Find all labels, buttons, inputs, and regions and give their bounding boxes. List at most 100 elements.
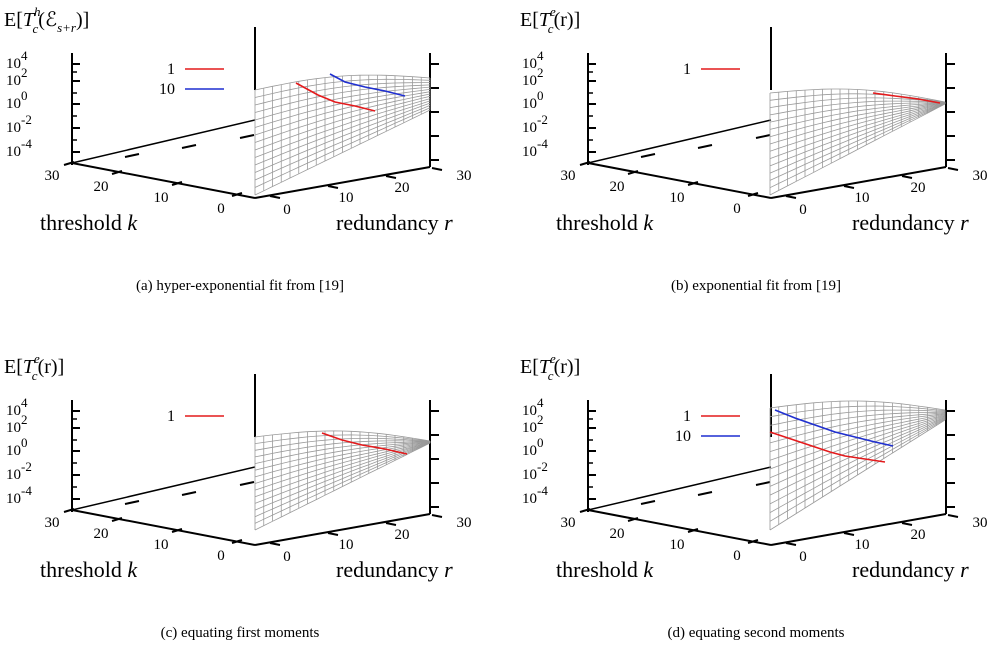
k-tick-mark xyxy=(111,517,123,522)
mesh-line xyxy=(769,102,946,159)
r-tick-label: 20 xyxy=(911,527,926,543)
r-tick-mark xyxy=(431,514,443,518)
k-tick-mark xyxy=(171,181,183,186)
z-tick-label: 10-4 xyxy=(522,483,548,507)
r-axis-label: redundancy r xyxy=(852,557,969,582)
k-tick-label: 20 xyxy=(94,526,109,542)
mesh-line xyxy=(254,442,431,524)
z-tick-label: 10-2 xyxy=(6,459,32,483)
k-tick-mark xyxy=(747,192,759,197)
k-tick-label: 0 xyxy=(217,201,225,217)
floor-grid-tick xyxy=(640,153,656,158)
z-tick-label: 100 xyxy=(6,88,28,112)
mesh-line xyxy=(254,430,431,442)
mesh-line xyxy=(254,440,431,458)
mesh-line xyxy=(254,441,431,464)
series-line-1 xyxy=(295,82,376,112)
mesh-line xyxy=(769,415,946,479)
k-tick-mark xyxy=(63,161,75,166)
mesh-line xyxy=(769,411,946,435)
mesh-line xyxy=(254,441,431,491)
z-tick-label: 102 xyxy=(522,65,544,89)
mesh-line xyxy=(254,74,431,91)
mesh-line xyxy=(254,437,431,451)
k-axis-line xyxy=(587,162,772,199)
r-tick-mark xyxy=(785,542,797,546)
series-line-10 xyxy=(329,73,406,97)
mesh-line xyxy=(769,102,946,130)
r-tick-mark xyxy=(327,185,339,189)
mesh-line xyxy=(769,416,946,487)
r-tick-mark xyxy=(269,195,281,199)
k-tick-label: 0 xyxy=(733,548,741,564)
k-tick-mark xyxy=(687,181,699,186)
mesh-line xyxy=(254,93,431,143)
floor-grid-tick xyxy=(124,500,140,505)
k-tick-label: 10 xyxy=(154,190,169,206)
r-axis-line xyxy=(254,513,431,546)
mesh-line xyxy=(254,442,431,504)
k-axis-line xyxy=(71,162,256,199)
k-tick-mark xyxy=(579,161,591,166)
z-tick-label: 100 xyxy=(522,88,544,112)
z-tick-label: 100 xyxy=(522,435,544,459)
k-tick-label: 20 xyxy=(94,179,109,195)
k-tick-mark xyxy=(747,539,759,544)
mesh-line xyxy=(254,441,431,484)
r-tick-label: 0 xyxy=(283,202,291,218)
k-tick-mark xyxy=(627,170,639,175)
floor-grid-tick xyxy=(697,144,713,149)
mesh-line xyxy=(254,441,431,498)
chart-title: E[Te c(r)] xyxy=(520,351,580,383)
legend-label: 1 xyxy=(683,61,691,78)
mesh-line xyxy=(769,400,946,411)
mesh-line xyxy=(254,442,431,531)
mesh-line xyxy=(254,105,431,181)
surface-mesh xyxy=(254,74,431,196)
legend-label: 1 xyxy=(167,408,175,425)
k-tick-label: 10 xyxy=(154,537,169,553)
z-tick-label: 10-2 xyxy=(6,112,32,136)
k-tick-mark xyxy=(687,528,699,533)
k-tick-label: 30 xyxy=(45,515,60,531)
z-tick-label: 10-4 xyxy=(6,483,32,507)
z-tick-label: 104 xyxy=(6,395,28,419)
k-tick-label: 10 xyxy=(670,537,685,553)
k-tick-label: 30 xyxy=(45,168,60,184)
panel-caption: (d) equating second moments xyxy=(667,625,844,641)
k-axis-label: threshold k xyxy=(556,557,654,582)
k-tick-label: 20 xyxy=(610,526,625,542)
r-tick-mark xyxy=(947,167,959,171)
r-tick-label: 0 xyxy=(799,202,807,218)
mesh-line xyxy=(254,95,431,151)
z-tick-label: 10-4 xyxy=(522,136,548,160)
r-tick-mark xyxy=(843,532,855,536)
mesh-line xyxy=(769,103,946,181)
mesh-line xyxy=(769,413,946,461)
mesh-line xyxy=(254,107,431,188)
r-tick-label: 10 xyxy=(855,190,870,206)
mesh-line xyxy=(769,413,946,452)
floor-back-line xyxy=(587,466,772,511)
k-axis-label: threshold k xyxy=(556,210,654,235)
r-axis-line xyxy=(254,166,431,199)
r-tick-mark xyxy=(385,522,397,526)
mesh-line xyxy=(254,441,431,478)
k-tick-label: 0 xyxy=(733,201,741,217)
floor-grid-tick xyxy=(181,491,197,496)
k-tick-mark xyxy=(579,508,591,513)
k-tick-label: 0 xyxy=(217,548,225,564)
z-tick-label: 100 xyxy=(6,435,28,459)
k-axis-line xyxy=(587,509,772,546)
series-line-1 xyxy=(769,431,886,463)
r-tick-label: 0 xyxy=(799,549,807,565)
mesh-line xyxy=(769,103,946,174)
z-tick-label: 102 xyxy=(522,412,544,436)
mesh-line xyxy=(769,419,946,531)
r-axis-label: redundancy r xyxy=(852,210,969,235)
k-tick-label: 30 xyxy=(561,168,576,184)
chart-title: E[Te c(r)] xyxy=(520,4,580,36)
